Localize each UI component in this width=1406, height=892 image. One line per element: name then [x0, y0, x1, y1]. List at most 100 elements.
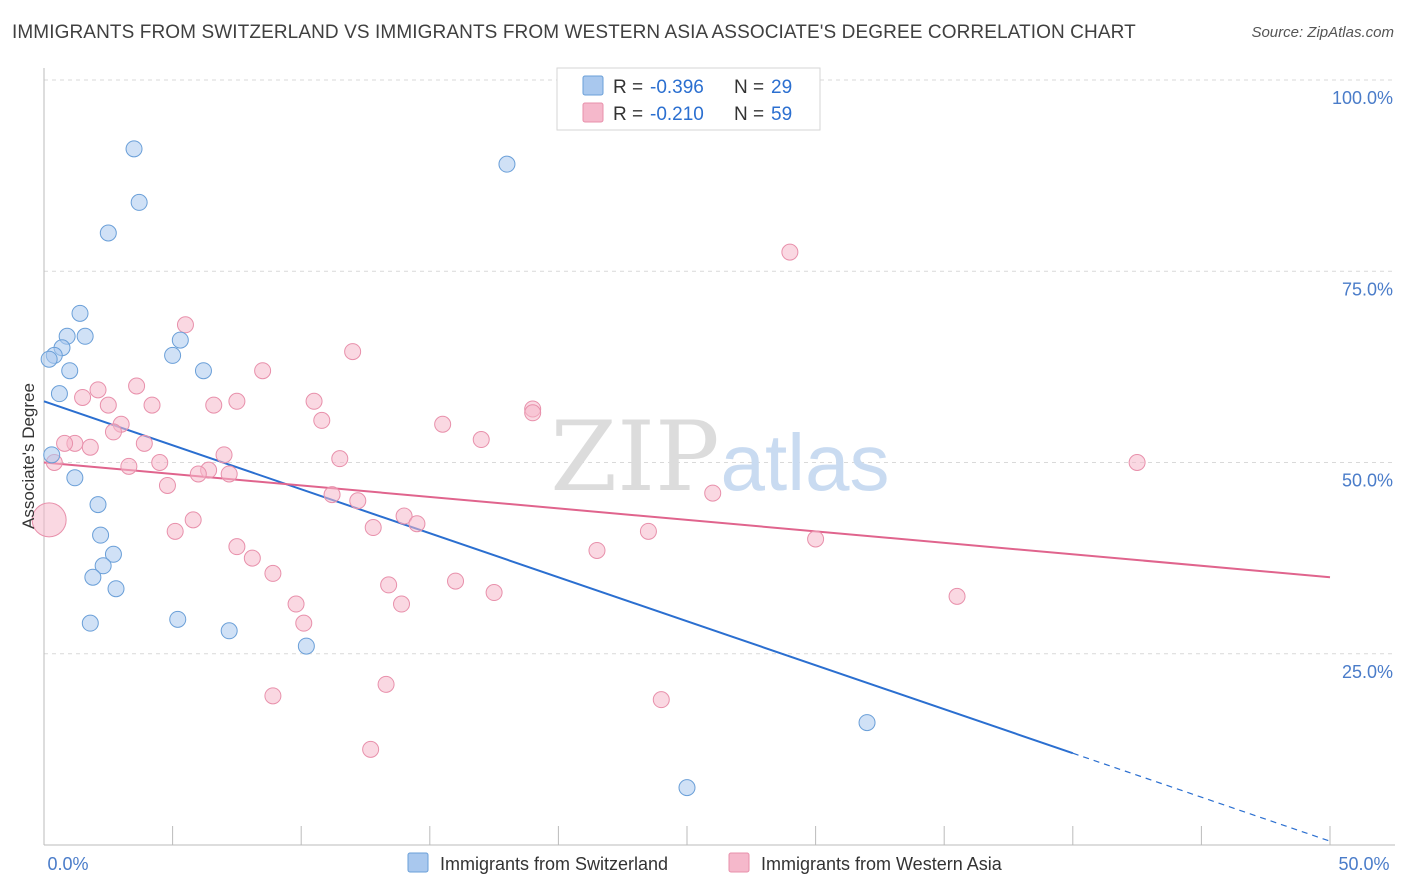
grid-lines — [44, 79, 1395, 655]
y-tick-label: 25.0% — [1342, 662, 1393, 682]
watermark-atlas: atlas — [721, 418, 890, 507]
data-point-switzerland — [678, 779, 696, 797]
data-point-switzerland — [169, 610, 187, 628]
data-point-western-asia — [176, 316, 194, 334]
legend-n-value: 59 — [771, 104, 792, 125]
x-tick-label: 50.0% — [1338, 854, 1389, 874]
data-point-switzerland — [125, 140, 143, 158]
data-point-switzerland — [297, 637, 315, 655]
data-point-western-asia — [781, 243, 799, 261]
data-point-western-asia — [166, 522, 184, 540]
data-point-western-asia — [472, 431, 490, 449]
data-point-western-asia — [89, 381, 107, 399]
data-point-western-asia — [56, 434, 74, 452]
data-point-western-asia — [639, 522, 657, 540]
watermark-zip: ZIP — [550, 401, 719, 513]
legend-swatch-blue — [582, 75, 604, 96]
data-point-western-asia — [287, 595, 305, 613]
data-point-switzerland — [92, 526, 110, 544]
data-point-western-asia — [264, 687, 282, 705]
bottom-legend-label: Immigrants from Western Asia — [761, 854, 1003, 874]
data-point-western-asia — [254, 362, 272, 380]
data-point-switzerland — [84, 568, 102, 586]
data-point-western-asia — [588, 541, 606, 559]
data-point-western-asia — [228, 538, 246, 556]
data-point-western-asia — [31, 502, 67, 538]
data-point-western-asia — [220, 465, 238, 483]
data-point-western-asia — [447, 572, 465, 590]
data-point-switzerland — [107, 580, 125, 598]
legend-n-label: N = — [734, 77, 764, 98]
data-point-switzerland — [50, 385, 68, 403]
legend-r-label: R = — [613, 104, 643, 125]
data-point-western-asia — [323, 486, 341, 504]
data-point-western-asia — [393, 595, 411, 613]
data-point-western-asia — [189, 465, 207, 483]
data-point-western-asia — [1128, 454, 1146, 471]
data-point-switzerland — [71, 304, 89, 322]
data-point-switzerland — [171, 331, 189, 349]
data-point-western-asia — [395, 507, 413, 525]
data-point-switzerland — [858, 714, 876, 732]
data-point-western-asia — [243, 549, 261, 567]
legend-swatch-pink — [582, 102, 604, 123]
data-point-switzerland — [89, 496, 107, 514]
watermark: ZIP atlas — [550, 401, 889, 513]
data-point-western-asia — [948, 587, 966, 605]
trend-line — [43, 400, 1074, 755]
data-point-western-asia — [485, 584, 503, 602]
data-point-western-asia — [158, 476, 176, 494]
data-point-western-asia — [104, 423, 122, 441]
legend-r-label: R = — [613, 77, 643, 98]
trend-lines — [43, 400, 1331, 842]
data-point-switzerland — [164, 346, 182, 364]
data-point-switzerland — [194, 362, 212, 380]
legend-n-label: N = — [734, 104, 764, 125]
data-point-switzerland — [220, 622, 238, 640]
y-tick-label: 100.0% — [1332, 88, 1393, 108]
data-point-switzerland — [81, 614, 99, 632]
data-point-switzerland — [498, 155, 516, 173]
data-point-western-asia — [313, 411, 331, 429]
data-point-western-asia — [264, 564, 282, 582]
data-point-switzerland — [61, 362, 79, 380]
legend-r-value: -0.396 — [650, 77, 704, 98]
bottom-legend-swatch-pink — [728, 852, 750, 873]
data-point-switzerland — [94, 557, 112, 575]
data-point-switzerland — [99, 224, 117, 242]
data-point-western-asia — [81, 438, 99, 456]
data-point-western-asia — [362, 740, 380, 758]
data-point-western-asia — [349, 492, 367, 510]
data-point-western-asia — [184, 511, 202, 529]
data-point-western-asia — [434, 415, 452, 433]
bottom-legend: Immigrants from Switzerland Immigrants f… — [407, 852, 1003, 874]
data-point-western-asia — [228, 392, 246, 410]
bottom-legend-swatch-blue — [407, 852, 429, 873]
data-point-western-asia — [344, 343, 362, 361]
data-point-switzerland — [130, 193, 148, 211]
source-credit: Source: ZipAtlas.com — [1251, 24, 1394, 41]
data-point-western-asia — [408, 515, 426, 533]
data-point-western-asia — [215, 446, 233, 464]
data-points — [31, 140, 1146, 797]
data-point-switzerland — [76, 327, 94, 345]
data-point-western-asia — [151, 454, 169, 471]
legend: R = -0.396 N = 29 R = -0.210 N = 59 — [556, 67, 821, 131]
bottom-legend-label: Immigrants from Switzerland — [440, 854, 668, 874]
data-point-switzerland — [43, 446, 61, 464]
x-tick-label: 0.0% — [47, 854, 88, 874]
y-tick-label: 50.0% — [1342, 471, 1393, 491]
data-point-western-asia — [305, 392, 323, 410]
data-point-western-asia — [652, 691, 670, 709]
data-point-switzerland — [104, 545, 122, 563]
y-axis-label: Associate's Degree — [19, 383, 38, 529]
data-point-western-asia — [364, 519, 382, 537]
data-point-western-asia — [704, 484, 722, 502]
data-point-western-asia — [377, 675, 395, 693]
legend-r-value: -0.210 — [650, 104, 704, 125]
y-tick-label: 75.0% — [1342, 279, 1393, 299]
trend-line-extension — [1072, 752, 1331, 842]
data-point-western-asia — [807, 530, 825, 548]
data-point-western-asia — [99, 396, 117, 414]
